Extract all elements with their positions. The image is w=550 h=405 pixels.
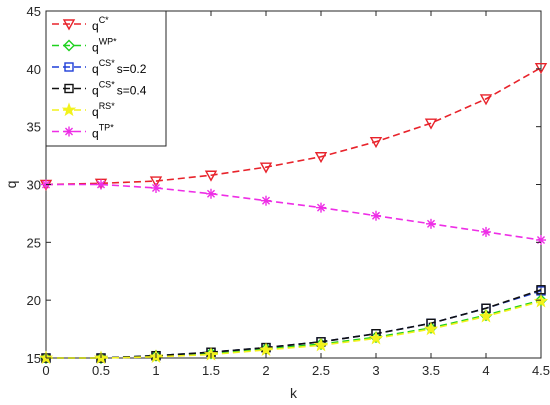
x-tick-label: 4	[482, 363, 489, 378]
data-point	[313, 337, 329, 352]
series-layer	[38, 62, 549, 365]
data-point	[96, 179, 106, 190]
legend-label-suffix: s=0.4	[117, 84, 147, 98]
x-axis-label: k	[290, 385, 298, 401]
legend-label-base: q	[92, 84, 99, 98]
legend-entry: qCS* s=0.4	[52, 80, 147, 98]
legend-label-sup: RS*	[99, 101, 116, 111]
legend-label-suffix: s=0.2	[117, 62, 147, 76]
legend-label-base: q	[92, 105, 99, 119]
y-tick-label: 15	[27, 351, 41, 366]
y-tick-label: 20	[27, 293, 41, 308]
x-tick-label: 0	[42, 363, 49, 378]
legend-marker	[62, 19, 76, 31]
legend-marker	[64, 62, 74, 72]
legend-label-sup: WP*	[99, 37, 117, 47]
data-point	[480, 309, 492, 322]
data-point	[151, 182, 161, 193]
x-tick-label: 3	[372, 363, 379, 378]
legend-label: qTP*	[92, 123, 114, 141]
legend-entry: qRS*	[52, 101, 115, 119]
legend-label: qCS* s=0.4	[92, 80, 147, 98]
data-point	[371, 210, 381, 221]
y-tick-label: 30	[27, 178, 41, 193]
y-tick-label: 35	[27, 120, 41, 135]
data-point	[479, 94, 493, 106]
data-point	[258, 342, 274, 357]
legend-label-base: q	[92, 19, 99, 33]
y-tick-label: 45	[27, 4, 41, 19]
data-point	[369, 137, 383, 149]
legend-label-base: q	[92, 62, 99, 76]
data-point	[424, 118, 438, 130]
legend-label-sup: CS*	[99, 80, 116, 90]
legend-marker	[63, 39, 75, 52]
data-point	[316, 202, 326, 213]
y-axis-label: q	[3, 181, 19, 189]
legend-marker	[61, 102, 77, 117]
data-point	[314, 152, 328, 164]
data-point	[204, 170, 218, 182]
legend-entry: qTP*	[52, 123, 114, 141]
x-axis: 0 0.5 1 1.5 2 2.5 3 3.5 4 4.5	[42, 11, 550, 378]
legend-entry: qCS* s=0.2	[52, 58, 147, 76]
legend-label: qC*	[92, 15, 109, 33]
legend-label-base: q	[92, 127, 99, 141]
legend-label: qCS* s=0.2	[92, 58, 147, 76]
y-axis: 15 20 25 30 35 40 45	[27, 4, 541, 366]
x-tick-label: 3.5	[422, 363, 440, 378]
legend-label-base: q	[92, 41, 99, 55]
x-tick-label: 2.5	[312, 363, 330, 378]
data-point	[478, 308, 494, 323]
x-tick-label: 2	[262, 363, 269, 378]
legend-entry: qWP*	[52, 37, 117, 55]
legend-label: qWP*	[92, 37, 117, 55]
data-point	[259, 162, 273, 174]
y-tick-label: 40	[27, 62, 41, 77]
data-point	[423, 321, 439, 336]
x-tick-label: 1	[152, 363, 159, 378]
data-point	[206, 188, 216, 199]
x-tick-label: 4.5	[532, 363, 550, 378]
legend-label-sup: TP*	[99, 123, 115, 133]
legend-label-sup: C*	[99, 15, 109, 25]
data-point	[261, 195, 271, 206]
x-tick-label: 1.5	[202, 363, 220, 378]
legend-marker	[64, 126, 74, 137]
series-line	[45, 66, 542, 186]
legend-label: qRS*	[92, 101, 115, 119]
data-point	[481, 226, 491, 237]
data-point	[536, 235, 546, 246]
series-line	[46, 183, 542, 241]
legend-marker	[64, 83, 74, 94]
series-line	[46, 300, 542, 359]
y-tick-label: 25	[27, 235, 41, 250]
data-point	[368, 330, 384, 345]
data-point	[149, 176, 163, 188]
data-point	[426, 218, 436, 229]
data-point	[535, 294, 547, 307]
legend-box	[45, 10, 167, 147]
legend-label-sup: CS*	[99, 58, 116, 68]
legend-entry: qC*	[52, 15, 109, 33]
data-point	[533, 293, 549, 308]
x-tick-label: 0.5	[92, 363, 110, 378]
series-c	[39, 62, 548, 191]
data-point	[534, 62, 548, 75]
